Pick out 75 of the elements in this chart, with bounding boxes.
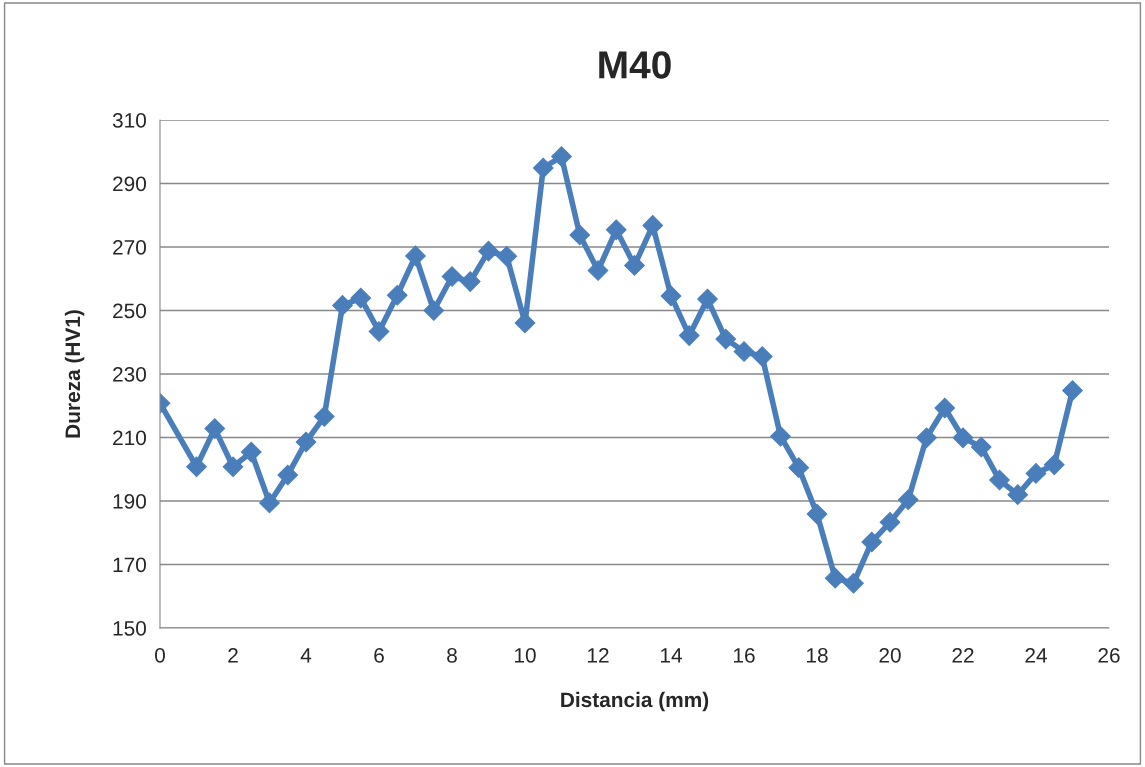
point xyxy=(1062,380,1083,401)
point xyxy=(350,287,372,309)
point xyxy=(715,328,737,350)
x-tick-label: 12 xyxy=(588,647,609,663)
point xyxy=(770,425,791,447)
x-tick-label: 14 xyxy=(661,648,682,663)
point xyxy=(514,312,536,334)
point xyxy=(897,489,919,511)
y-tick-label: 210 xyxy=(113,430,146,446)
point xyxy=(970,436,992,458)
point xyxy=(222,456,244,478)
point xyxy=(587,260,609,281)
point xyxy=(861,531,883,553)
x-tick-label: 2 xyxy=(228,647,238,663)
point xyxy=(697,288,718,310)
point xyxy=(751,346,773,367)
x-tick-label: 18 xyxy=(807,647,828,663)
point xyxy=(259,492,280,514)
point xyxy=(678,325,700,346)
x-tick-label: 10 xyxy=(515,647,536,663)
point xyxy=(551,146,572,167)
y-tick-label: 230 xyxy=(113,367,146,382)
point xyxy=(989,469,1010,491)
point xyxy=(405,245,426,267)
x-tick-label: 4 xyxy=(300,648,312,663)
point xyxy=(532,157,554,179)
x-tick-label: 8 xyxy=(447,647,457,663)
point xyxy=(569,224,591,246)
point xyxy=(660,285,682,307)
y-tick-label: 310 xyxy=(112,113,146,128)
point xyxy=(368,321,390,342)
point xyxy=(496,245,518,267)
point xyxy=(806,503,828,525)
point xyxy=(916,427,937,449)
point xyxy=(1025,463,1047,484)
point xyxy=(441,266,463,287)
y-tick-label: 190 xyxy=(113,494,146,509)
point xyxy=(788,457,810,478)
point xyxy=(240,441,262,463)
point xyxy=(624,255,645,276)
point xyxy=(733,341,755,362)
point xyxy=(277,464,299,486)
point xyxy=(642,215,664,236)
x-tick-label: 16 xyxy=(734,647,755,663)
y-tick-label: 170 xyxy=(113,557,146,573)
point xyxy=(1043,454,1065,476)
y-tick-label: 290 xyxy=(113,176,146,192)
point xyxy=(386,284,408,306)
point xyxy=(952,427,974,449)
x-tick-label: 22 xyxy=(952,647,974,663)
y-tick-label: 270 xyxy=(113,240,146,255)
x-tick-label: 6 xyxy=(374,647,384,663)
y-tick-label: 250 xyxy=(113,303,146,319)
point xyxy=(1007,484,1029,505)
point xyxy=(879,511,901,533)
point xyxy=(843,572,864,594)
point xyxy=(204,418,226,439)
point xyxy=(459,271,481,292)
x-tick-label: 20 xyxy=(879,647,901,663)
point xyxy=(605,219,627,241)
x-tick-label: 26 xyxy=(1098,647,1120,663)
y-axis-title: Dureza (HV1) xyxy=(64,310,85,438)
y-tick-label: 150 xyxy=(113,621,146,636)
point xyxy=(295,431,317,453)
point xyxy=(332,295,353,316)
point xyxy=(423,300,445,321)
point xyxy=(478,240,499,262)
chart-title: M40 xyxy=(599,51,671,79)
x-axis-title: Distancia (mm) xyxy=(561,691,709,712)
x-tick-label: 0 xyxy=(155,647,165,663)
point xyxy=(934,397,956,419)
point xyxy=(313,406,335,427)
point xyxy=(186,456,207,478)
x-tick-label: 24 xyxy=(1025,647,1047,663)
point xyxy=(824,567,846,589)
